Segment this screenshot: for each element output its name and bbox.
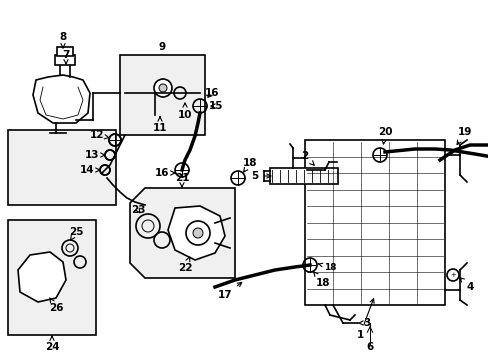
Text: 22: 22 xyxy=(177,257,192,273)
Text: 3: 3 xyxy=(357,318,370,328)
Text: 9: 9 xyxy=(158,42,165,52)
Text: +: + xyxy=(449,272,455,278)
Text: 16: 16 xyxy=(204,88,219,98)
Text: 26: 26 xyxy=(49,298,63,313)
Text: 2: 2 xyxy=(301,151,313,165)
Text: 20: 20 xyxy=(0,359,1,360)
Text: 14: 14 xyxy=(80,165,100,175)
Bar xyxy=(305,140,444,305)
Bar xyxy=(120,55,204,135)
Text: 18: 18 xyxy=(318,262,336,271)
Text: 5: 5 xyxy=(251,171,270,181)
Bar xyxy=(55,55,75,65)
Bar xyxy=(269,168,337,184)
Text: 18: 18 xyxy=(313,272,329,288)
Text: 4: 4 xyxy=(459,278,473,292)
Text: 25: 25 xyxy=(69,227,83,240)
Polygon shape xyxy=(168,206,224,260)
Circle shape xyxy=(446,269,458,281)
Text: 6: 6 xyxy=(366,342,373,352)
Bar xyxy=(8,130,116,205)
Text: 13: 13 xyxy=(84,150,105,160)
Polygon shape xyxy=(130,188,235,278)
Polygon shape xyxy=(18,252,66,302)
Bar xyxy=(8,220,96,335)
Text: 19: 19 xyxy=(456,127,471,145)
Text: 11: 11 xyxy=(152,117,167,133)
Text: 12: 12 xyxy=(90,130,109,140)
Text: 1: 1 xyxy=(356,299,373,340)
Text: 24: 24 xyxy=(44,336,59,352)
Circle shape xyxy=(193,228,203,238)
Text: 20: 20 xyxy=(377,127,391,144)
Text: 7: 7 xyxy=(62,50,70,64)
Bar xyxy=(57,47,73,56)
Text: 16: 16 xyxy=(154,168,175,178)
Text: 10: 10 xyxy=(177,103,192,120)
Text: 17: 17 xyxy=(217,282,241,300)
Circle shape xyxy=(154,79,172,97)
Text: 18: 18 xyxy=(242,158,257,172)
Text: 21: 21 xyxy=(174,173,189,187)
Text: 23: 23 xyxy=(130,205,145,215)
Text: 15: 15 xyxy=(208,101,223,111)
Polygon shape xyxy=(33,75,90,123)
Text: 8: 8 xyxy=(59,32,66,48)
Circle shape xyxy=(159,84,167,92)
